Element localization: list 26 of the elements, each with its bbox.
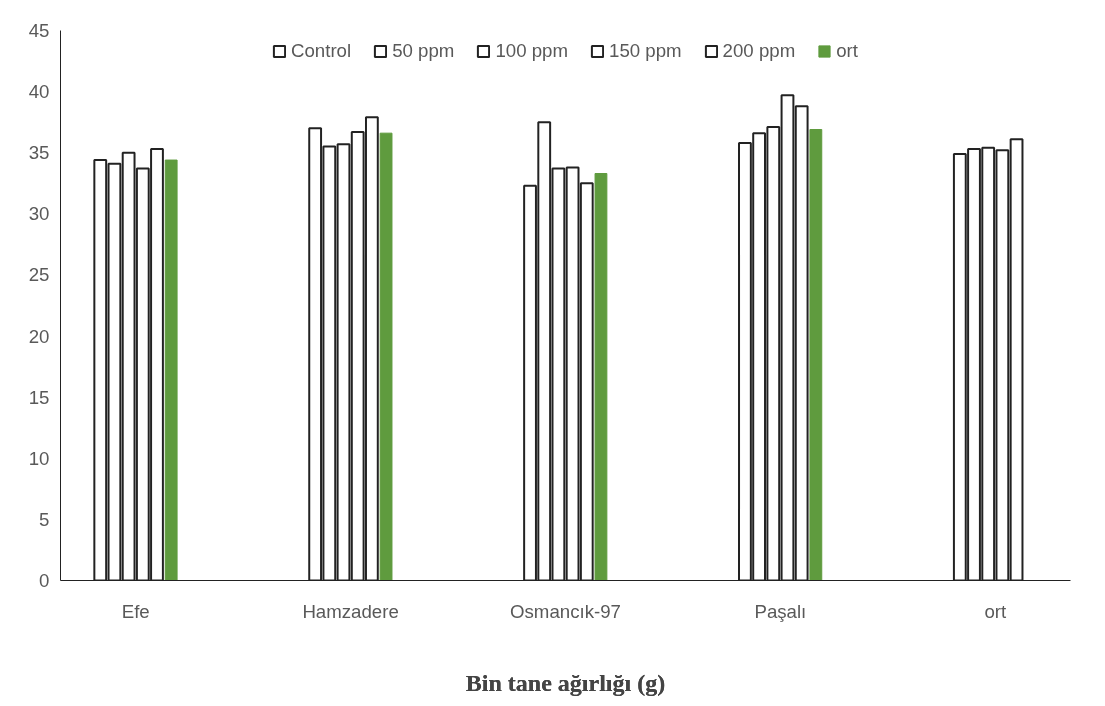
x-tick-label: Paşalı bbox=[754, 600, 807, 622]
y-tick-label: 25 bbox=[28, 264, 50, 286]
y-tick-label: 30 bbox=[28, 203, 50, 225]
legend-label: Control bbox=[291, 40, 352, 62]
legend-label: 100 ppm bbox=[495, 40, 568, 62]
legend-label: 200 ppm bbox=[722, 40, 796, 62]
x-tick-label: ort bbox=[984, 600, 1007, 622]
y-tick-label: 10 bbox=[28, 447, 50, 469]
y-tick-label: 40 bbox=[28, 81, 50, 103]
x-tick-label: Osmancık-97 bbox=[510, 600, 621, 622]
bar bbox=[164, 159, 178, 581]
y-tick-label: 0 bbox=[39, 570, 50, 591]
legend-label: ort bbox=[836, 40, 858, 62]
legend-label: 150 ppm bbox=[609, 40, 682, 62]
y-tick-label: 15 bbox=[28, 386, 50, 408]
bar bbox=[594, 173, 608, 581]
legend-label: 50 ppm bbox=[392, 40, 455, 62]
bar bbox=[809, 129, 823, 581]
y-tick-label: 5 bbox=[39, 508, 50, 530]
y-tick-label: 35 bbox=[28, 142, 50, 164]
text: Bin tane ağırlığı (g) bbox=[465, 669, 666, 696]
y-tick-label: 45 bbox=[28, 20, 50, 41]
y-tick-label: 20 bbox=[28, 325, 50, 347]
x-tick-label: Hamzadere bbox=[302, 600, 399, 622]
x-tick-label: Efe bbox=[121, 600, 150, 622]
bar bbox=[379, 132, 393, 581]
